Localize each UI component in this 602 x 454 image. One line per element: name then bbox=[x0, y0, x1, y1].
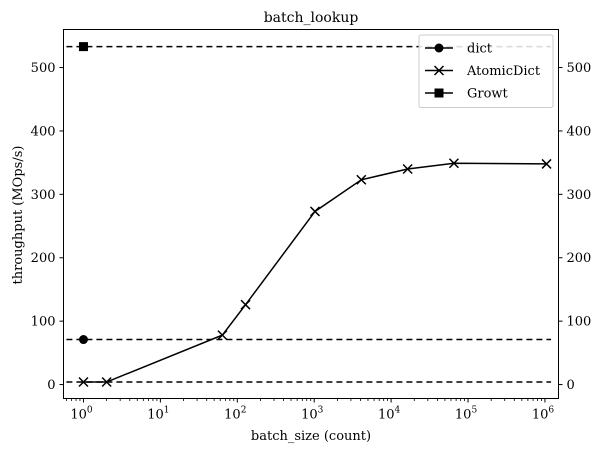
data-point-atomicdict bbox=[448, 158, 459, 169]
legend-marker-growt bbox=[434, 88, 444, 98]
y-axis-label: throughput (MOps/s) bbox=[11, 146, 26, 285]
x-tick-label: 104 bbox=[378, 406, 401, 423]
marker-stroke bbox=[448, 158, 459, 169]
plot-area: 0 0 100 100 200 200 300 300 400 400 500 500 100 101 10… bbox=[31, 42, 592, 423]
x-tick-label: 100 bbox=[70, 406, 93, 423]
y-tick-label-left: 400 bbox=[31, 124, 56, 139]
legend-label-growt: Growt bbox=[467, 87, 509, 102]
data-point-atomicdict bbox=[356, 174, 367, 185]
y-tick-label-left: 300 bbox=[31, 188, 56, 203]
y-tick-label-right: 0 bbox=[567, 378, 575, 393]
data-point-growt bbox=[78, 42, 88, 52]
marker-stroke bbox=[402, 163, 413, 175]
data-point-atomicdict bbox=[402, 163, 413, 175]
chart-title: batch_lookup bbox=[264, 10, 359, 26]
marker-stroke bbox=[541, 158, 552, 169]
y-tick-label-right: 500 bbox=[567, 61, 592, 76]
x-tick-label: 102 bbox=[224, 406, 246, 423]
plot-frame bbox=[63, 29, 559, 399]
y-tick-label-left: 100 bbox=[31, 315, 56, 330]
data-point-atomicdict bbox=[240, 299, 251, 310]
x-tick-label: 103 bbox=[301, 406, 324, 423]
x-axis-label: batch_size (count) bbox=[251, 429, 371, 444]
marker-stroke bbox=[217, 330, 228, 341]
legend-marker-dict bbox=[434, 43, 444, 53]
y-tick-label-right: 400 bbox=[567, 124, 592, 139]
x-tick-label: 101 bbox=[147, 406, 169, 423]
marker-stroke bbox=[433, 65, 445, 76]
legend-label-dict: dict bbox=[467, 42, 493, 57]
y-tick-label-right: 200 bbox=[567, 251, 592, 266]
y-tick-label-left: 200 bbox=[31, 251, 56, 266]
data-point-atomicdict bbox=[78, 376, 89, 388]
legend-marker-atomicdict bbox=[433, 65, 445, 76]
y-tick-label-right: 300 bbox=[567, 188, 592, 203]
y-tick-label-left: 0 bbox=[47, 378, 55, 393]
data-point-dict bbox=[78, 335, 88, 345]
y-tick-label-left: 500 bbox=[31, 61, 56, 76]
marker-stroke bbox=[78, 376, 89, 388]
data-point-atomicdict bbox=[541, 158, 552, 169]
marker-stroke bbox=[101, 376, 112, 388]
marker-stroke bbox=[309, 206, 321, 217]
y-tick-label-right: 100 bbox=[567, 315, 592, 330]
data-point-atomicdict bbox=[101, 376, 112, 388]
legend-box bbox=[418, 34, 554, 108]
data-point-atomicdict bbox=[217, 330, 228, 341]
data-point-atomicdict bbox=[309, 206, 321, 217]
marker-stroke bbox=[356, 174, 367, 185]
x-tick-label: 106 bbox=[532, 406, 555, 423]
x-tick-label: 105 bbox=[455, 406, 478, 423]
marker-stroke bbox=[240, 299, 251, 310]
legend-label-atomicdict: AtomicDict bbox=[466, 64, 541, 79]
legend: dict AtomicDict Growt bbox=[418, 34, 554, 108]
